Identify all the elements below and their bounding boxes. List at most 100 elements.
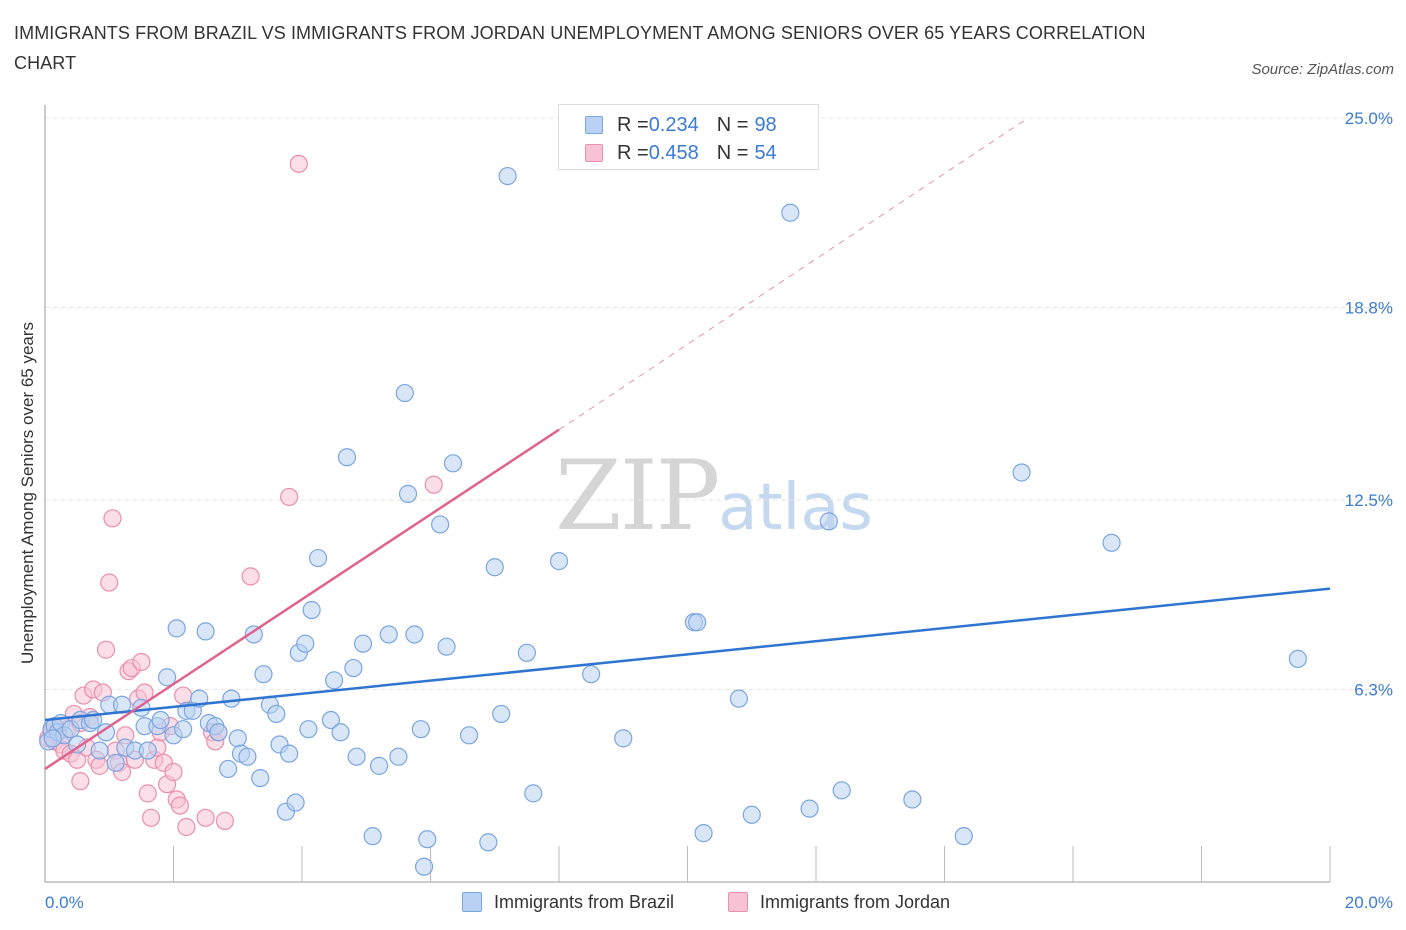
brazil-point <box>347 747 366 766</box>
brazil-point <box>267 704 286 724</box>
jordan-point <box>424 475 443 494</box>
jordan-point <box>96 640 116 659</box>
brazil-n-value: 98 <box>754 113 777 136</box>
brazil-point <box>800 799 819 818</box>
y-tick-label: 12.5% <box>1345 491 1393 510</box>
brazil-point <box>157 668 177 687</box>
brazil-point <box>353 634 373 653</box>
jordan-point <box>241 567 260 586</box>
brazil-point <box>398 484 418 503</box>
brazil-point <box>437 637 456 656</box>
series-legend: Immigrants from Brazil Immigrants from J… <box>0 888 1406 916</box>
jordan-point <box>71 772 90 791</box>
jordan-point <box>280 487 299 507</box>
brazil-point <box>614 729 633 748</box>
brazil-point <box>251 768 270 788</box>
jordan-point <box>141 808 161 827</box>
brazil-point <box>742 805 761 824</box>
legend-item-jordan[interactable]: Immigrants from Jordan <box>728 888 950 916</box>
brazil-point <box>296 634 315 653</box>
brazil-point <box>228 729 247 748</box>
jordan-point <box>170 796 190 815</box>
source-label: Source: ZipAtlas.com <box>1251 61 1394 78</box>
brazil-point <box>238 747 257 766</box>
x-tick-label: 20.0% <box>1345 893 1393 912</box>
jordan-point <box>103 509 122 528</box>
brazil-point <box>379 625 398 644</box>
brazil-point <box>1102 533 1121 552</box>
brazil-point <box>321 710 341 730</box>
brazil-point <box>302 600 321 620</box>
jordan-point <box>164 762 183 782</box>
brazil-point <box>498 166 517 186</box>
correlation-legend: R = 0.234 N = 98 R = 0.458 N = 54 <box>558 104 819 170</box>
brazil-point <box>219 759 238 779</box>
brazil-point <box>443 454 463 473</box>
jordan-swatch <box>585 144 603 162</box>
jordan-point <box>289 154 308 173</box>
jordan-point <box>90 756 109 775</box>
grid-lines <box>45 117 1390 690</box>
brazil-point <box>781 203 800 222</box>
brazil-point <box>331 723 350 742</box>
brazil-point <box>222 689 241 708</box>
brazil-point <box>414 857 434 876</box>
chart-title: IMMIGRANTS FROM BRAZIL VS IMMIGRANTS FRO… <box>14 23 1146 73</box>
brazil-point <box>167 619 186 638</box>
jordan-trendline-extension <box>558 117 1029 431</box>
brazil-point <box>395 383 414 403</box>
watermark-atlas: atlas <box>718 471 873 545</box>
brazil-point <box>411 720 430 739</box>
brazil-point <box>280 744 299 763</box>
tick-labels: 6.3% 12.5% 18.8% 25.0% 0.0% 20.0% <box>45 109 1393 912</box>
brazil-point <box>106 753 125 772</box>
brazil-point <box>286 793 305 812</box>
brazil-point <box>688 613 707 632</box>
jordan-point <box>177 817 196 837</box>
legend-row-jordan: R = 0.458 N = 54 <box>585 139 777 167</box>
brazil-n-label: N = <box>716 113 749 136</box>
brazil-point <box>138 741 157 760</box>
brazil-point <box>549 552 569 571</box>
brazil-point <box>459 726 479 745</box>
brazil-point <box>492 704 511 724</box>
brazil-point <box>96 723 116 742</box>
brazil-point <box>244 625 263 644</box>
jordan-point <box>196 808 215 827</box>
jordan-point <box>100 573 119 592</box>
x-tick-label: 0.0% <box>45 893 84 912</box>
jordan-n-value: 54 <box>754 141 777 164</box>
y-tick-label: 25.0% <box>1345 109 1393 128</box>
y-axis-label: Unemployment Among Seniors over 65 years <box>18 321 37 665</box>
brazil-point <box>418 830 437 849</box>
brazil-point <box>308 548 328 568</box>
brazil-point <box>832 781 851 800</box>
watermark-zip: ZIP <box>555 440 720 552</box>
brazil-legend-swatch <box>462 892 482 912</box>
brazil-point <box>431 515 450 534</box>
legend-item-brazil[interactable]: Immigrants from Brazil <box>462 888 674 916</box>
y-tick-label: 18.8% <box>1345 298 1393 317</box>
brazil-point <box>903 790 922 809</box>
legend-row-brazil: R = 0.234 N = 98 <box>585 111 777 139</box>
brazil-point <box>43 729 62 748</box>
jordan-point <box>138 784 157 803</box>
jordan-legend-swatch <box>728 892 748 912</box>
jordan-n-label: N = <box>716 141 749 164</box>
brazil-point <box>1012 463 1031 482</box>
brazil-point <box>337 448 357 467</box>
brazil-point <box>254 665 273 684</box>
brazil-point <box>344 658 363 678</box>
brazil-point <box>485 558 504 577</box>
trendlines <box>44 117 1331 770</box>
brazil-r-value: 0.234 <box>648 113 699 136</box>
jordan-r-label: R = <box>617 141 649 164</box>
brazil-point <box>370 756 389 775</box>
brazil-point <box>1288 649 1307 669</box>
y-tick-label: 6.3% <box>1354 680 1393 699</box>
brazil-point <box>954 827 973 846</box>
brazil-point <box>90 741 109 760</box>
brazil-point <box>389 747 408 766</box>
jordan-r-value: 0.458 <box>648 141 699 164</box>
